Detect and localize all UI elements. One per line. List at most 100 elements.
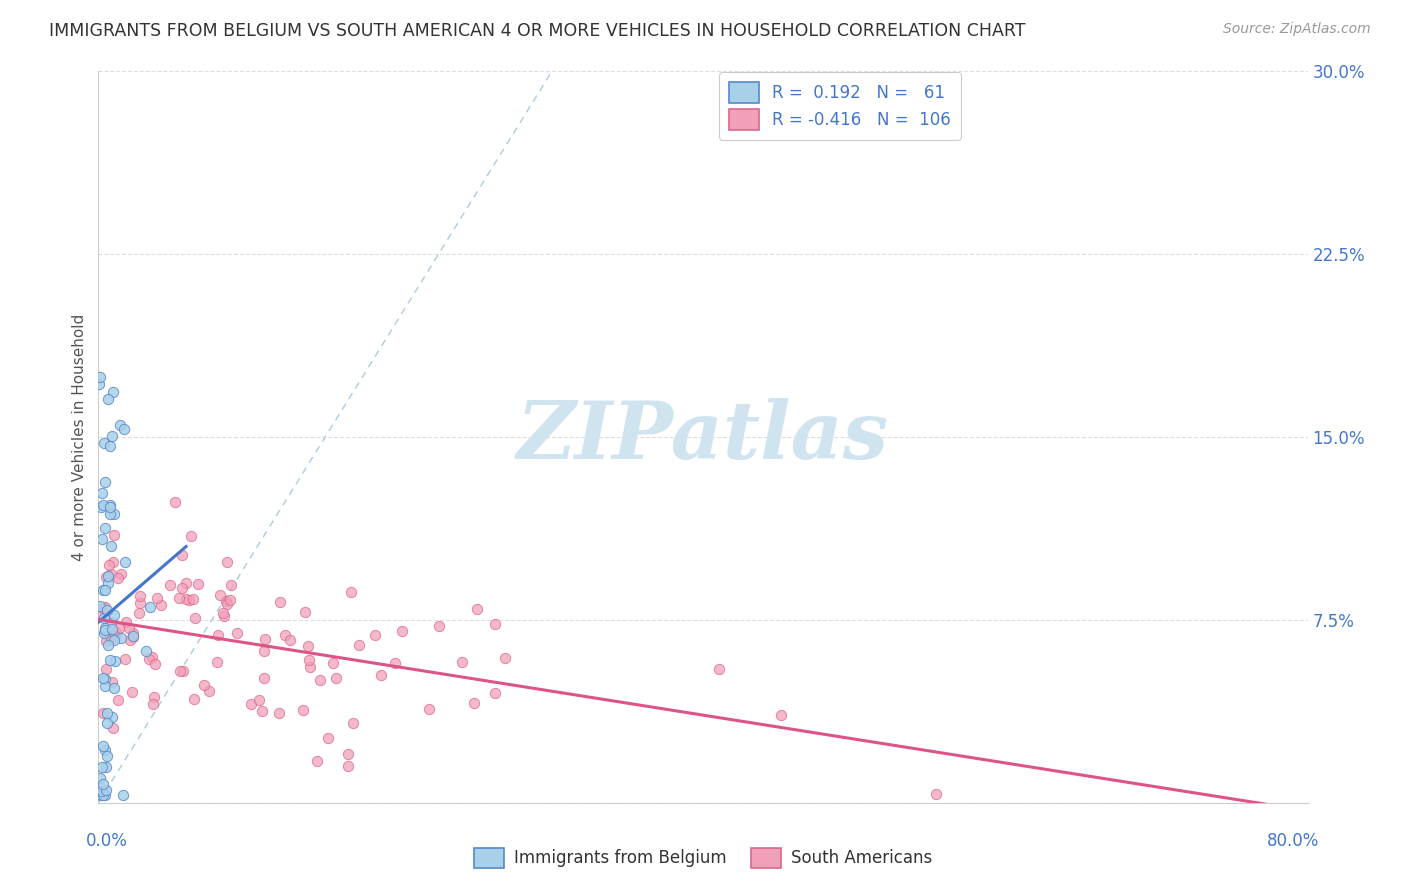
Point [172,581,194,595]
Point [494,651,516,665]
Point [110,631,132,645]
Point [339,585,361,599]
Point [110,567,132,582]
Point [391,624,413,639]
Point [94,623,117,637]
Point [100,615,122,629]
Point [104,654,127,668]
Point [100,632,122,646]
Point [96,749,118,764]
Point [101,428,124,442]
Point [925,787,948,801]
Point [89,771,111,785]
Point [94,475,117,489]
Point [451,655,474,669]
Point [103,633,125,648]
Point [98,499,121,513]
Legend: Immigrants from Belgium, South Americans: Immigrants from Belgium, South Americans [467,841,939,875]
Point [129,596,152,610]
Point [97,638,120,652]
Point [93,611,115,625]
Point [342,715,364,730]
Point [101,721,124,735]
Point [297,640,319,654]
Text: 0.0%: 0.0% [86,832,128,850]
Point [214,593,236,607]
Point [212,606,235,620]
Point [205,655,228,669]
Point [94,789,117,803]
Point [214,608,236,623]
Point [91,485,114,500]
Point [307,754,329,768]
Point [89,377,111,392]
Point [250,704,273,718]
Point [93,436,115,450]
Point [94,583,117,598]
Point [122,630,145,644]
Point [198,683,221,698]
Point [94,570,117,584]
Point [247,692,270,706]
Point [267,706,290,721]
Point [181,591,204,606]
Point [91,706,114,721]
Point [107,571,129,585]
Point [108,621,131,635]
Point [253,644,276,658]
Point [114,652,136,666]
Point [98,500,121,514]
Point [253,671,276,685]
Point [103,607,125,622]
Point [465,602,488,616]
Point [101,622,124,636]
Point [91,777,114,791]
Point [135,644,157,658]
Point [370,668,392,682]
Point [91,582,114,597]
Point [217,555,239,569]
Point [93,600,115,615]
Point [170,548,193,562]
Point [174,576,197,591]
Point [97,558,120,572]
Point [98,507,121,521]
Point [121,684,143,698]
Point [128,589,150,603]
Point [90,789,112,803]
Point [174,592,197,607]
Point [96,603,118,617]
Point [322,656,344,670]
Point [384,657,406,671]
Point [96,759,118,773]
Point [94,599,117,614]
Point [294,605,316,619]
Point [90,759,112,773]
Point [122,625,145,640]
Point [94,743,117,757]
Text: Source: ZipAtlas.com: Source: ZipAtlas.com [1223,22,1371,37]
Point [177,593,200,607]
Point [100,439,122,453]
Point [274,628,297,642]
Legend: R =  0.192   N =   61, R = -0.416   N =  106: R = 0.192 N = 61, R = -0.416 N = 106 [718,72,960,140]
Point [90,532,112,546]
Point [97,569,120,583]
Text: 80.0%: 80.0% [1267,832,1320,850]
Point [142,690,165,704]
Point [91,789,114,803]
Point [90,500,112,514]
Point [240,697,263,711]
Point [165,495,187,509]
Point [101,710,124,724]
Point [219,592,242,607]
Point [94,662,117,676]
Point [94,633,117,648]
Point [97,575,120,590]
Point [187,577,209,591]
Point [427,619,450,633]
Point [90,784,112,798]
Point [149,599,172,613]
Point [94,621,117,635]
Point [103,527,125,541]
